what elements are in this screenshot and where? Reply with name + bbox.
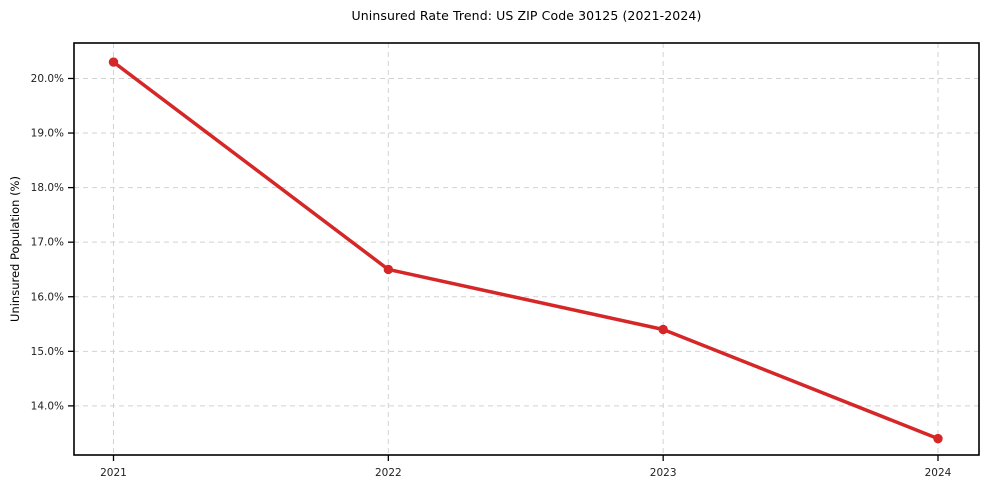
y-tick-label: 19.0%: [31, 128, 64, 140]
x-tick-label: 2022: [375, 467, 402, 479]
data-point-marker: [383, 264, 394, 275]
y-tick-label: 16.0%: [31, 291, 64, 303]
y-tick-label: 14.0%: [31, 400, 64, 412]
chart-title: Uninsured Rate Trend: US ZIP Code 30125 …: [351, 8, 702, 23]
x-tick-label: 2023: [650, 467, 677, 479]
x-tick-label: 2024: [925, 467, 952, 479]
data-point-marker: [933, 433, 943, 444]
y-tick-label: 17.0%: [31, 237, 64, 249]
trend-line: [112, 60, 939, 441]
y-axis-title: Uninsured Population (%): [8, 176, 22, 322]
data-point-marker: [658, 324, 668, 335]
x-tick-label: 2021: [100, 467, 127, 479]
data-point-marker: [108, 57, 119, 67]
y-tick-label: 18.0%: [31, 182, 64, 194]
plot-border: [73, 42, 980, 456]
y-tick-label: 15.0%: [31, 346, 64, 358]
y-tick-label: 20.0%: [31, 73, 64, 85]
